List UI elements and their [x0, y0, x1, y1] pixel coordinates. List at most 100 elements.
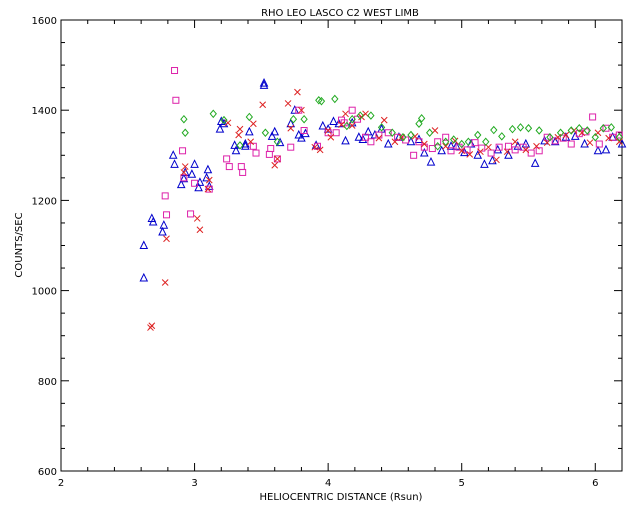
data-point	[171, 67, 179, 75]
data-point	[289, 114, 298, 124]
data-point	[172, 96, 180, 104]
y-tick-label: 600	[38, 467, 57, 478]
data-point	[399, 132, 407, 142]
data-point	[271, 161, 279, 169]
data-point	[179, 147, 187, 155]
data-point	[504, 142, 512, 150]
data-point	[415, 119, 423, 128]
data-point	[297, 133, 306, 142]
data-point	[348, 122, 356, 129]
data-point	[471, 139, 479, 147]
data-point	[286, 118, 296, 128]
x-tick-label: 6	[592, 478, 598, 489]
x-tick-label: 4	[325, 478, 331, 489]
data-point	[535, 147, 543, 155]
data-point	[180, 114, 188, 124]
data-point	[194, 182, 203, 192]
y-axis-label: COUNTS/SEC	[14, 212, 25, 277]
data-point	[193, 215, 201, 222]
series-diamond	[180, 94, 623, 151]
data-point	[599, 123, 607, 133]
data-point	[388, 128, 396, 138]
data-point	[180, 169, 188, 176]
data-point	[508, 124, 517, 134]
data-point	[245, 112, 253, 122]
plot-frame	[60, 19, 623, 472]
data-point	[473, 150, 483, 159]
x-tick-label: 5	[459, 478, 465, 489]
data-point	[463, 146, 471, 154]
data-point	[237, 163, 245, 171]
data-point	[591, 132, 599, 142]
data-point	[317, 96, 326, 106]
data-point	[519, 143, 527, 151]
data-point	[407, 130, 415, 140]
data-point	[527, 149, 535, 157]
data-points	[139, 67, 627, 331]
data-point	[311, 140, 321, 149]
data-point	[168, 150, 178, 159]
data-point	[437, 145, 446, 155]
data-point	[294, 88, 301, 96]
data-point	[343, 121, 351, 131]
data-point	[605, 134, 612, 142]
y-tick-label: 1400	[32, 106, 57, 117]
data-point	[348, 106, 356, 114]
data-point	[384, 129, 392, 137]
data-point	[225, 163, 233, 171]
data-point	[180, 174, 188, 182]
data-point	[341, 135, 350, 145]
data-point	[187, 169, 197, 178]
chart-title: RHO LEO LASCO C2 WEST LIMB	[261, 8, 419, 19]
data-point	[356, 111, 364, 120]
data-point	[348, 114, 356, 124]
data-point	[477, 148, 484, 156]
data-point	[434, 138, 442, 146]
data-point	[249, 142, 257, 150]
data-point	[442, 133, 450, 141]
data-point	[487, 149, 495, 157]
data-point	[311, 143, 319, 151]
data-point	[354, 132, 364, 141]
data-point	[575, 123, 583, 133]
data-point	[219, 118, 229, 128]
data-point	[267, 131, 277, 140]
data-point	[196, 226, 204, 234]
data-point	[324, 127, 332, 134]
data-point	[425, 128, 434, 138]
data-point	[247, 138, 255, 146]
data-point	[362, 133, 370, 141]
data-point	[406, 136, 416, 146]
data-point	[181, 128, 189, 138]
data-point	[447, 147, 455, 155]
data-point	[139, 272, 149, 282]
data-point	[202, 172, 211, 182]
data-point	[236, 125, 244, 133]
data-point	[223, 155, 231, 163]
data-point	[170, 159, 179, 168]
data-point	[342, 110, 349, 118]
data-point	[298, 106, 305, 114]
data-point	[290, 105, 300, 114]
data-point	[391, 138, 399, 146]
data-point	[601, 144, 611, 154]
data-point	[358, 134, 368, 144]
data-point	[252, 149, 260, 157]
data-point	[324, 129, 332, 137]
data-point	[428, 145, 436, 153]
y-tick-label: 1200	[32, 196, 57, 207]
data-point	[446, 141, 456, 150]
data-point	[241, 141, 250, 150]
data-point	[318, 120, 328, 130]
data-point	[370, 129, 380, 139]
data-point	[287, 143, 295, 151]
data-point	[163, 211, 171, 219]
x-tick-label: 3	[191, 478, 197, 489]
data-point	[181, 163, 189, 170]
data-point	[267, 145, 275, 153]
data-point	[275, 137, 285, 147]
data-point	[516, 123, 525, 132]
data-point	[580, 138, 589, 148]
data-point	[300, 114, 308, 124]
